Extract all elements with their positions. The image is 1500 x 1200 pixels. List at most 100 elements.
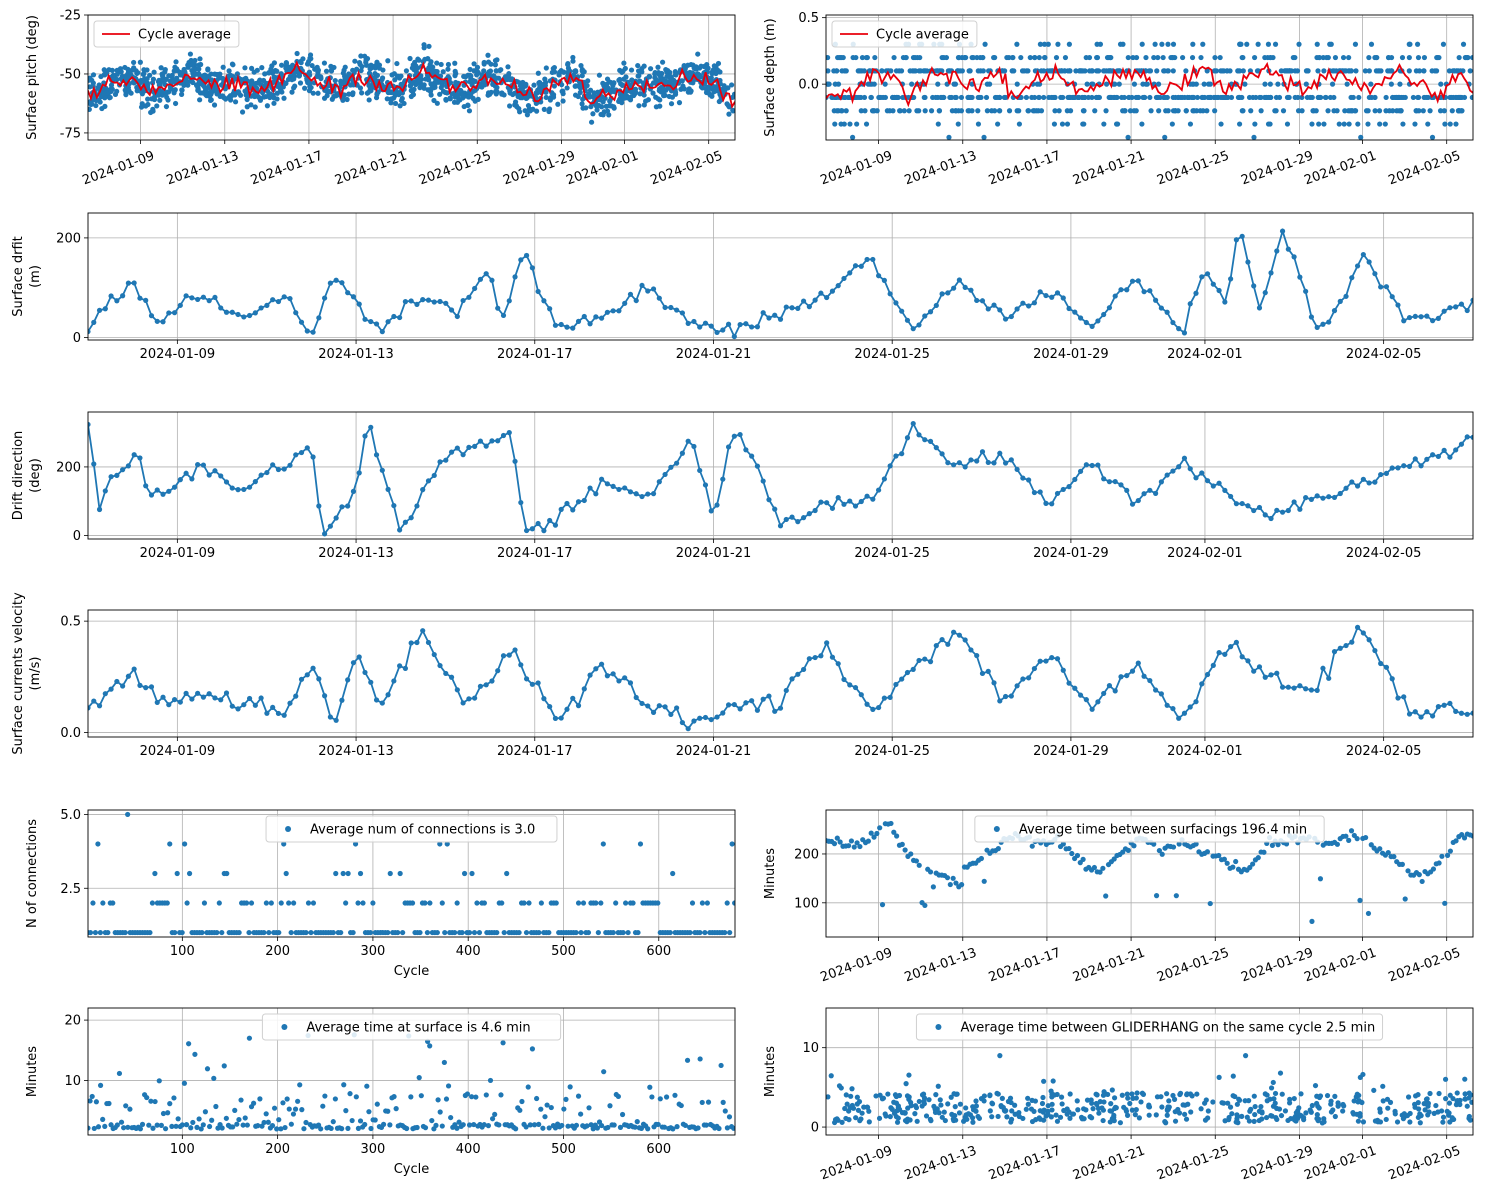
data-point (829, 288, 836, 294)
data-point (102, 306, 108, 312)
data-point (402, 299, 408, 305)
data-point (207, 97, 214, 104)
data-point (1265, 41, 1272, 47)
data-point (97, 929, 103, 936)
data-point (997, 1053, 1003, 1059)
data-point (125, 280, 131, 286)
data-point (543, 94, 549, 101)
data-point (674, 460, 680, 466)
data-point (1164, 472, 1170, 478)
data-point (1242, 1098, 1248, 1104)
data-point (483, 271, 489, 277)
data-point (154, 1122, 160, 1128)
data-point (1256, 664, 1263, 670)
data-point (938, 1102, 944, 1108)
data-point (546, 1125, 552, 1131)
data-point (945, 1101, 951, 1107)
data-point (610, 82, 616, 89)
data-point (754, 324, 761, 330)
data-point (385, 319, 391, 325)
x-tick-label: 2024-01-13 (318, 347, 394, 362)
x-tick-label: 100 (170, 1142, 195, 1157)
data-point (731, 91, 735, 97)
data-point (1162, 94, 1168, 101)
data-point (201, 900, 208, 906)
data-point (1125, 54, 1131, 61)
data-point (1228, 493, 1234, 500)
data-point (1109, 1087, 1115, 1093)
data-point (870, 496, 876, 502)
data-point (427, 1043, 433, 1049)
data-point (271, 1105, 278, 1111)
data-point (1382, 121, 1388, 127)
data-point (880, 94, 886, 101)
data-point (496, 1122, 502, 1128)
data-point (581, 497, 587, 504)
data-point (1208, 94, 1214, 101)
data-point (910, 420, 916, 427)
data-point (1111, 1118, 1117, 1124)
data-point (154, 318, 160, 324)
data-point (1107, 68, 1113, 74)
data-point (716, 1125, 722, 1132)
data-point (859, 1110, 865, 1116)
data-point (356, 301, 362, 307)
data-point (500, 432, 507, 439)
data-point (1418, 463, 1424, 469)
data-point (1351, 1098, 1357, 1104)
data-point (332, 1096, 338, 1102)
data-point (1314, 1112, 1320, 1118)
data-point (189, 62, 195, 68)
data-point (1360, 476, 1366, 482)
data-point (620, 68, 626, 74)
data-point (1233, 639, 1239, 645)
data-point (362, 316, 368, 322)
data-point (1124, 487, 1130, 494)
data-point (145, 101, 151, 108)
data-point (157, 97, 163, 103)
data-point (144, 76, 150, 82)
data-point (559, 1122, 565, 1129)
data-point (639, 493, 645, 500)
data-point (293, 693, 299, 699)
data-point (702, 482, 709, 488)
axes-frame (825, 1007, 1474, 1136)
data-point (1222, 651, 1228, 657)
data-point (266, 70, 272, 76)
data-point (1135, 660, 1141, 666)
data-point (1014, 306, 1020, 312)
data-point (651, 80, 657, 86)
data-point (1360, 1119, 1367, 1125)
data-point (1334, 841, 1340, 847)
data-point (162, 1126, 169, 1132)
data-point (863, 121, 870, 127)
data-point (933, 643, 939, 649)
data-point (1315, 1118, 1321, 1124)
data-point (1077, 315, 1084, 321)
data-point (345, 1125, 351, 1131)
data-point (1158, 479, 1164, 485)
data-point (1305, 68, 1311, 74)
data-point (1401, 318, 1407, 324)
data-point (1045, 1103, 1051, 1109)
data-point (1031, 300, 1038, 306)
data-point (928, 108, 935, 114)
data-point (1048, 1114, 1054, 1120)
data-point (997, 307, 1003, 313)
data-point (350, 929, 356, 936)
y-axis-label: Surface pitch (deg) (25, 15, 40, 140)
x-tick-label: 2024-01-09 (818, 1143, 894, 1183)
data-point (1198, 1106, 1204, 1112)
data-point (1450, 68, 1456, 74)
data-point (1346, 54, 1352, 61)
data-point (835, 661, 841, 667)
data-point (968, 647, 974, 653)
data-point (645, 1126, 651, 1132)
data-point (708, 323, 714, 329)
data-point (201, 73, 207, 79)
data-point (1170, 68, 1176, 74)
data-point (714, 502, 720, 508)
data-point (241, 314, 247, 320)
data-point (1386, 68, 1393, 74)
data-point (679, 719, 685, 726)
